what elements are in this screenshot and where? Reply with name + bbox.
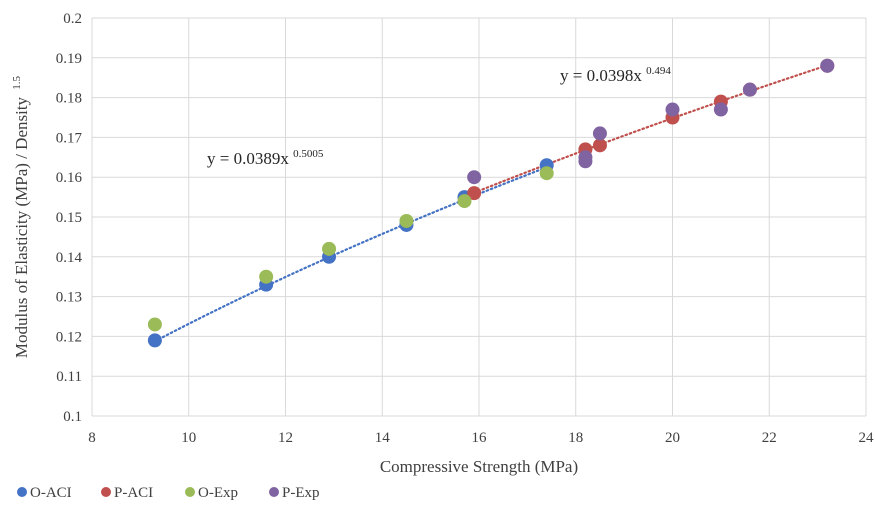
data-points bbox=[147, 58, 835, 348]
y-tick-label: 0.16 bbox=[56, 170, 83, 186]
y-tick-label: 0.17 bbox=[56, 130, 83, 146]
trendline-equation-p-aci-main: y = 0.0398x bbox=[560, 66, 642, 85]
point-p-exp bbox=[592, 126, 607, 141]
trendline-equation-o-aci-main: y = 0.0389x bbox=[207, 149, 289, 168]
point-p-exp bbox=[665, 102, 680, 117]
trendline-o-aci bbox=[153, 166, 548, 343]
point-o-aci bbox=[147, 333, 162, 348]
axes: 8 10 12 14 16 18 20 22 24 0.1 0.11 0.12 0.13 0.14 0.15… bbox=[56, 11, 874, 446]
x-tick-label: 18 bbox=[568, 430, 583, 446]
point-p-aci bbox=[467, 186, 482, 201]
x-axis-title: Compressive Strength (MPa) bbox=[380, 457, 578, 476]
trendlines bbox=[153, 64, 829, 343]
x-tick-label: 8 bbox=[88, 430, 96, 446]
y-tick-label: 0.13 bbox=[56, 290, 82, 306]
point-p-aci bbox=[592, 138, 607, 153]
y-tick-label: 0.15 bbox=[56, 210, 82, 226]
point-o-exp bbox=[147, 317, 162, 332]
x-tick-label: 14 bbox=[375, 430, 391, 446]
point-o-exp bbox=[457, 194, 472, 209]
y-tick-label: 0.18 bbox=[56, 91, 82, 107]
x-tick-label: 24 bbox=[859, 430, 875, 446]
y-axis-title: Modulus of Elasticity (MPa) / Density 1.… bbox=[11, 75, 31, 358]
y-tick-label: 0.2 bbox=[63, 11, 82, 27]
trendline-equation-o-aci: y = 0.0389x 0.5005 bbox=[207, 148, 324, 168]
point-o-exp bbox=[322, 241, 337, 256]
legend-label: O-ACI bbox=[30, 485, 72, 501]
point-o-exp bbox=[259, 269, 274, 284]
legend: O-ACI P-ACI O-Exp P-Exp bbox=[17, 485, 320, 501]
y-tick-label: 0.12 bbox=[56, 329, 82, 345]
point-o-exp bbox=[539, 166, 554, 181]
x-tick-label: 22 bbox=[762, 430, 777, 446]
trendline-equation-p-aci: y = 0.0398x 0.494 bbox=[560, 65, 671, 85]
point-p-exp bbox=[742, 82, 757, 97]
legend-marker bbox=[185, 487, 195, 497]
x-tick-label: 12 bbox=[278, 430, 293, 446]
trendline-p-aci bbox=[473, 64, 829, 194]
y-tick-label: 0.1 bbox=[63, 409, 82, 425]
legend-label: O-Exp bbox=[198, 485, 238, 501]
legend-label: P-Exp bbox=[282, 485, 320, 501]
point-p-exp bbox=[578, 150, 593, 165]
legend-marker bbox=[269, 487, 279, 497]
y-axis-title-main: Modulus of Elasticity (MPa) / Density bbox=[12, 96, 31, 358]
point-p-exp bbox=[467, 170, 482, 185]
y-tick-label: 0.11 bbox=[56, 369, 82, 385]
legend-item-p-exp: P-Exp bbox=[269, 485, 320, 501]
x-tick-label: 16 bbox=[472, 430, 488, 446]
legend-marker bbox=[17, 487, 27, 497]
point-p-exp bbox=[820, 58, 835, 73]
trendline-equation-p-aci-exponent: 0.494 bbox=[646, 65, 671, 77]
legend-item-p-aci: P-ACI bbox=[101, 485, 153, 501]
x-tick-label: 20 bbox=[665, 430, 680, 446]
y-tick-label: 0.14 bbox=[56, 250, 83, 266]
point-o-exp bbox=[399, 213, 414, 228]
legend-item-o-exp: O-Exp bbox=[185, 485, 238, 501]
legend-marker bbox=[101, 487, 111, 497]
y-tick-label: 0.19 bbox=[56, 51, 82, 67]
gridlines bbox=[91, 17, 867, 417]
point-p-exp bbox=[713, 102, 728, 117]
y-axis-title-superscript: 1.5 bbox=[11, 75, 23, 89]
legend-label: P-ACI bbox=[114, 485, 153, 501]
legend-item-o-aci: O-ACI bbox=[17, 485, 72, 501]
trendline-equation-o-aci-exponent: 0.5005 bbox=[293, 148, 324, 160]
x-tick-label: 10 bbox=[181, 430, 196, 446]
